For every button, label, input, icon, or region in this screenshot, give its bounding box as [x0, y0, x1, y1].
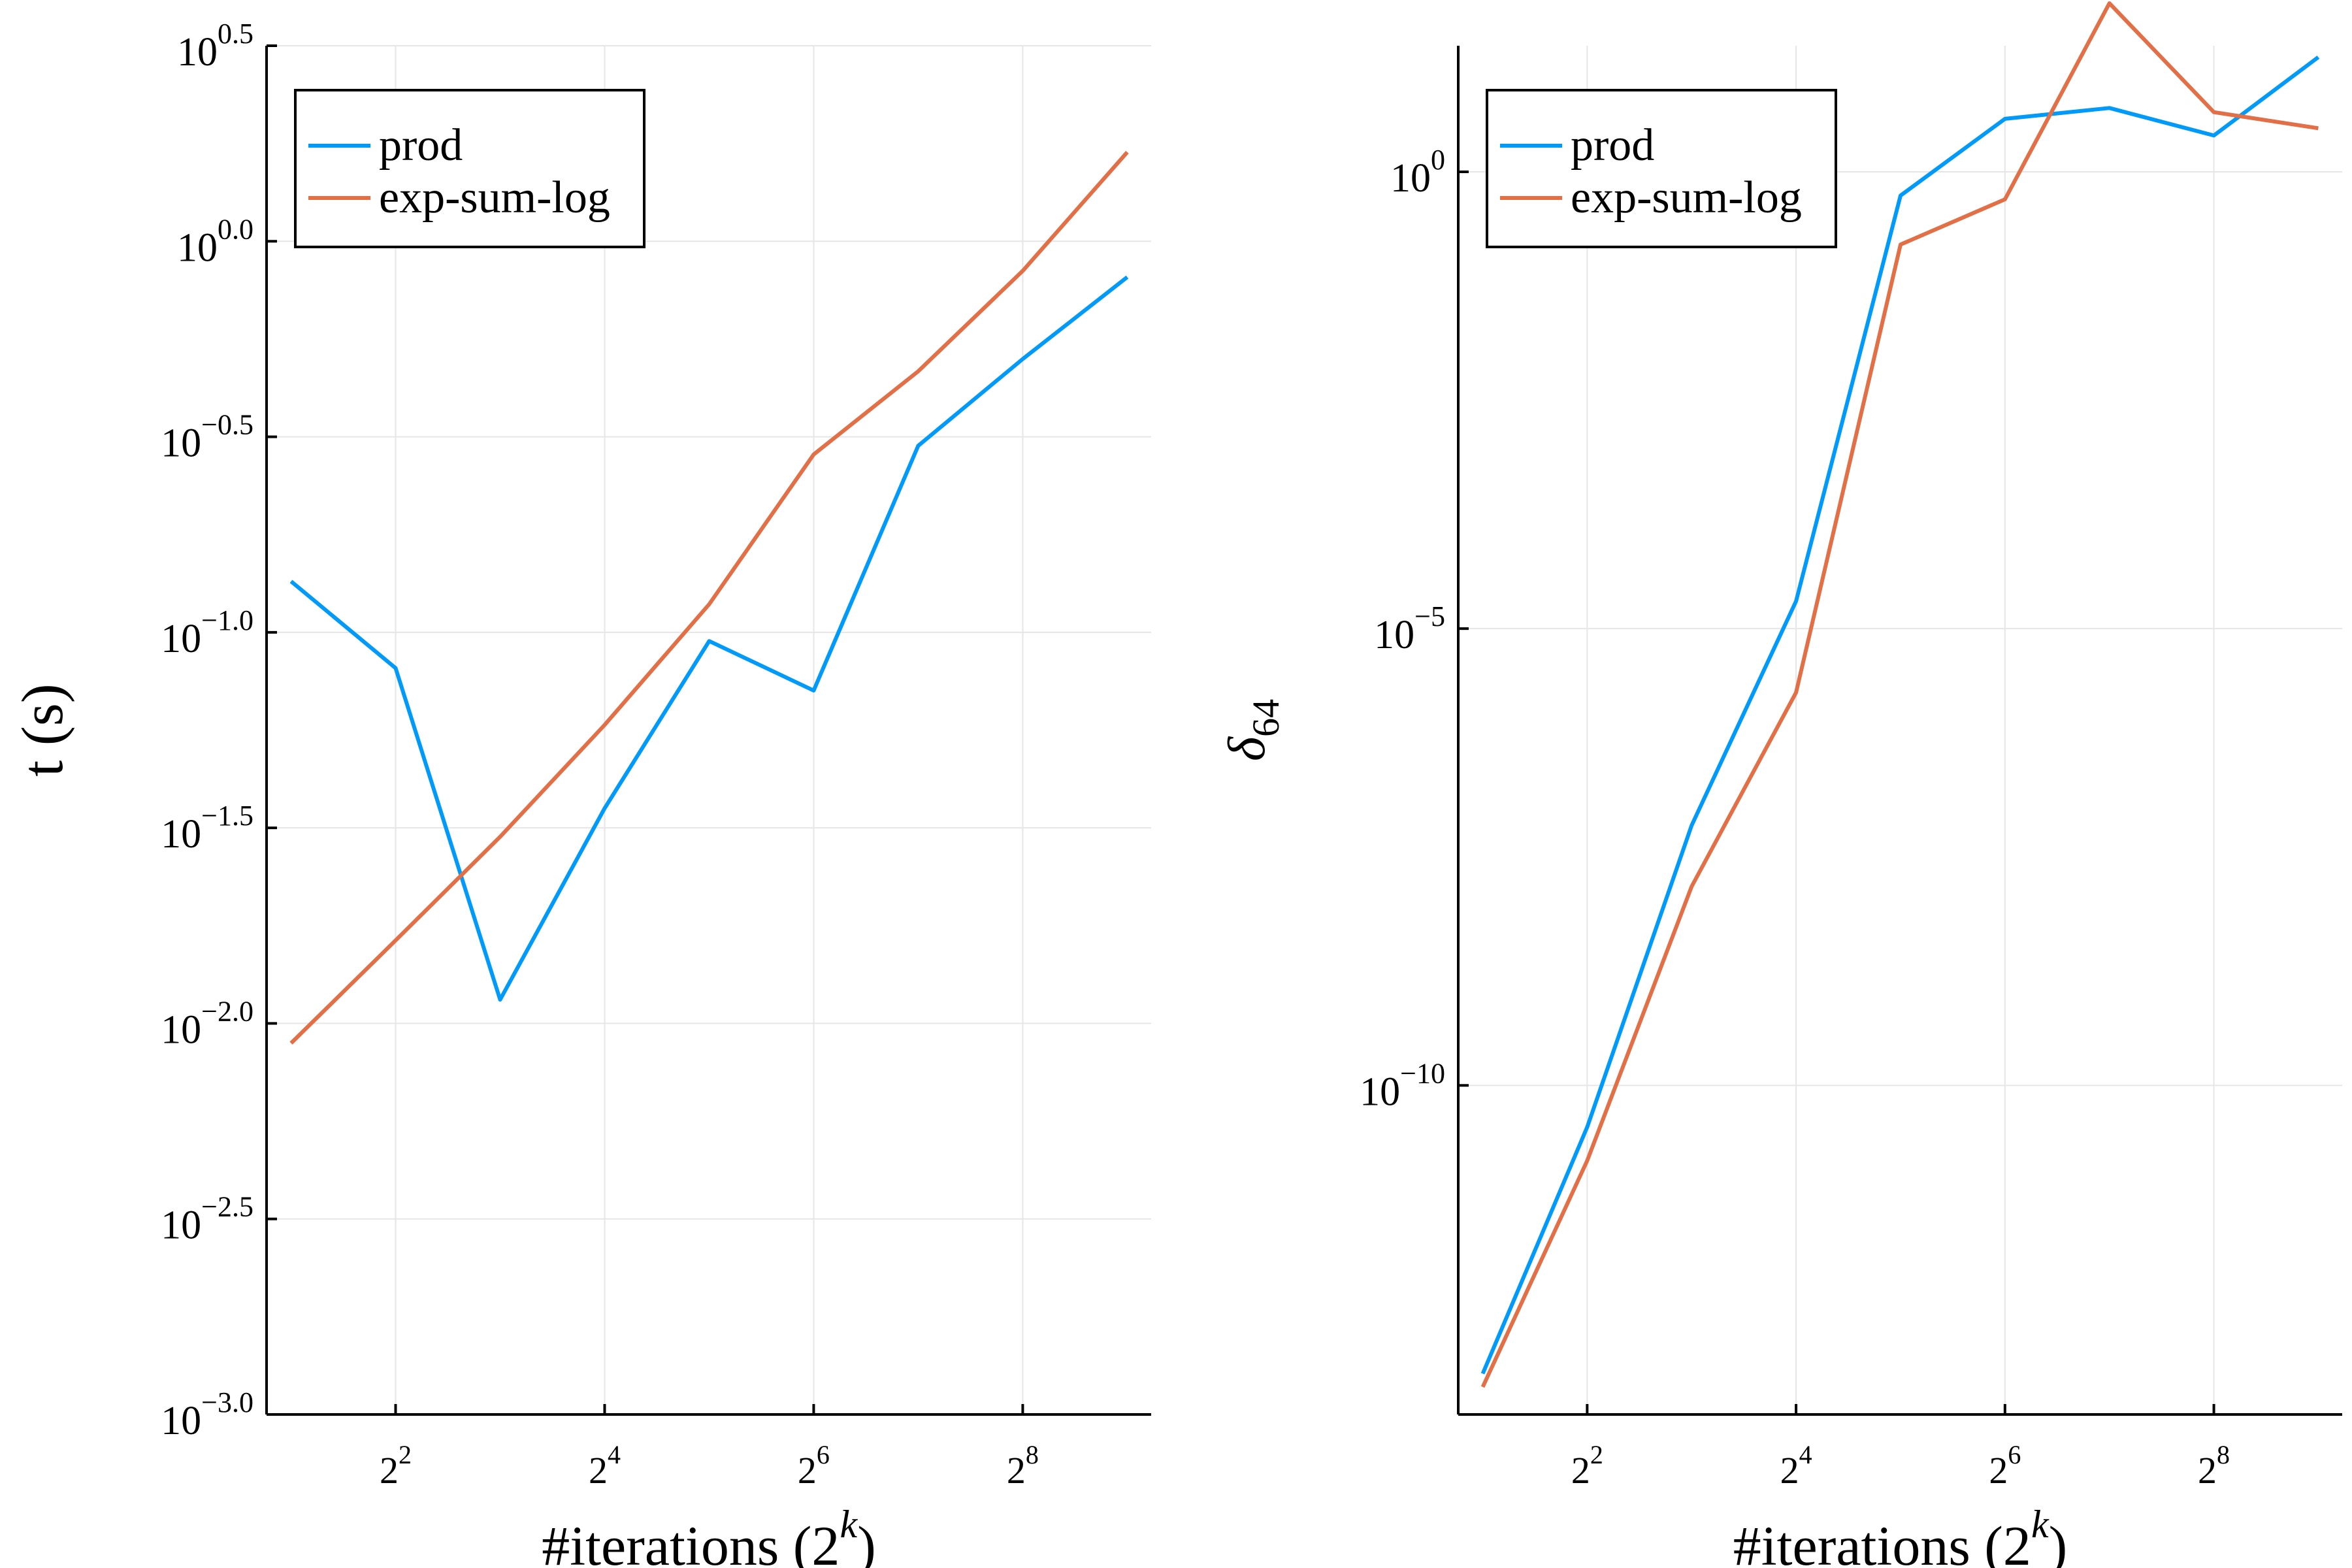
legend-label: prod [379, 120, 463, 171]
y-tick-label: 100.0 [177, 213, 253, 270]
y-axis-title: t (s) [10, 683, 75, 776]
left-chart-time: 22 24 26 28 10−3.0 10−2.5 10−2.0 10−1.5 10−1.0 10… [10, 18, 1151, 1568]
series-line-prod [289, 275, 1129, 1002]
y-axis-title: δ64 [1218, 699, 1287, 761]
x-tick-label: 22 [1571, 1440, 1603, 1492]
y-tick-label: 10−1.5 [161, 800, 253, 857]
y-tick-label: 10−0.5 [161, 409, 253, 466]
gridlines [1458, 46, 2342, 1414]
y-tick-label: 10−3.0 [161, 1386, 253, 1443]
x-axis-title: #iterations (2k) [1733, 1503, 2067, 1568]
x-tick-label: 28 [1007, 1440, 1039, 1492]
legend-box [1486, 89, 1837, 248]
x-tick-label: 26 [1989, 1440, 2021, 1492]
series-line-exp-sum-log [289, 150, 1129, 1045]
y-tick-label: 10−10 [1360, 1057, 1445, 1114]
series-line-exp-sum-log [1480, 1, 2319, 1388]
y-tick-label: 100 [1390, 144, 1445, 201]
x-tick-label: 26 [798, 1440, 830, 1492]
legend-label: prod [1571, 120, 1654, 171]
legend-box [294, 89, 645, 248]
x-tick-label: 28 [2198, 1440, 2230, 1492]
legend-label: exp-sum-log [379, 172, 610, 223]
y-tick-label: 10−2.0 [161, 995, 253, 1052]
gridlines [267, 45, 1151, 1415]
y-tick-label: 10−1.0 [161, 604, 253, 661]
x-axis-title: #iterations (2k) [542, 1503, 875, 1568]
y-tick-label: 100.5 [177, 18, 253, 74]
y-tick-label: 10−2.5 [161, 1191, 253, 1248]
x-tick-label: 24 [1780, 1440, 1812, 1492]
x-tick-label: 22 [380, 1440, 412, 1492]
right-chart-delta: 22 24 26 28 10−10 10−5 100 #iterations (2k) δ64 p… [1218, 1, 2342, 1568]
legend-label: exp-sum-log [1571, 172, 1802, 223]
series-line-prod [1480, 56, 2320, 1375]
x-tick-label: 24 [589, 1440, 621, 1492]
y-tick-label: 10−5 [1374, 600, 1445, 657]
